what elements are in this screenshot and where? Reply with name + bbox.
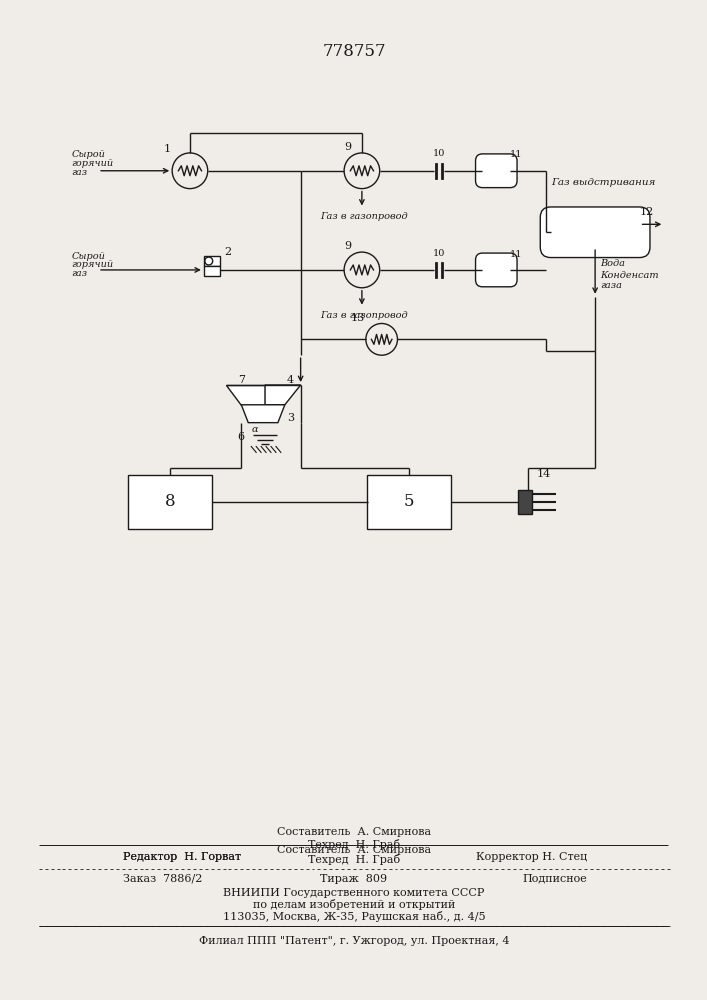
Text: 12: 12 <box>639 207 654 217</box>
FancyBboxPatch shape <box>476 154 517 188</box>
Text: Газ в газопровод: Газ в газопровод <box>320 212 408 221</box>
Text: 11: 11 <box>510 250 522 259</box>
Text: Вода: Вода <box>600 259 625 268</box>
Text: Составитель  А. Смирнова: Составитель А. Смирнова <box>277 827 431 837</box>
Text: Сырой: Сырой <box>71 252 105 261</box>
Text: горячий: горячий <box>71 159 114 168</box>
Text: 6: 6 <box>237 432 244 442</box>
Text: 3: 3 <box>287 413 294 423</box>
Text: 8: 8 <box>165 493 175 510</box>
Text: 13: 13 <box>351 313 365 323</box>
Text: α: α <box>252 425 259 434</box>
Text: Подписное: Подписное <box>522 874 588 884</box>
Bar <box>518 490 532 514</box>
Text: Газ выдстривания: Газ выдстривания <box>551 178 655 187</box>
Text: газ: газ <box>71 168 88 177</box>
Text: 5: 5 <box>404 493 414 510</box>
Text: 778757: 778757 <box>322 43 386 60</box>
Text: 10: 10 <box>433 149 445 158</box>
Text: Редактор  Н. Горват: Редактор Н. Горват <box>123 852 241 862</box>
Text: 9: 9 <box>344 241 351 251</box>
Text: Газ в газопровод: Газ в газопровод <box>320 311 408 320</box>
Text: 7: 7 <box>238 375 245 385</box>
Text: 9: 9 <box>344 142 351 152</box>
Text: Конденсат: Конденсат <box>600 271 659 280</box>
Text: Сырой: Сырой <box>71 150 105 159</box>
Text: Филиал ППП "Патент", г. Ужгород, ул. Проектная, 4: Филиал ППП "Патент", г. Ужгород, ул. Про… <box>199 936 509 946</box>
Text: 2: 2 <box>224 247 231 257</box>
Polygon shape <box>241 405 285 423</box>
Text: 1: 1 <box>163 144 171 154</box>
Text: по делам изобретений и открытий: по делам изобретений и открытий <box>253 899 455 910</box>
Bar <box>204 256 220 266</box>
Text: газ: газ <box>71 269 88 278</box>
Polygon shape <box>265 385 300 405</box>
Text: 113035, Москва, Ж-35, Раушская наб., д. 4/5: 113035, Москва, Ж-35, Раушская наб., д. … <box>223 911 485 922</box>
Text: 10: 10 <box>433 249 445 258</box>
Text: Редактор  Н. Горват: Редактор Н. Горват <box>123 852 241 862</box>
FancyBboxPatch shape <box>540 207 650 258</box>
Text: газа: газа <box>600 281 622 290</box>
Text: Техред  Н. Граб: Техред Н. Граб <box>308 854 400 865</box>
FancyBboxPatch shape <box>476 253 517 287</box>
Text: 11: 11 <box>510 150 522 159</box>
Text: Заказ  7886/2: Заказ 7886/2 <box>123 874 202 884</box>
Text: горячий: горячий <box>71 260 114 269</box>
Bar <box>368 475 451 529</box>
Text: Тираж  809: Тираж 809 <box>320 874 387 884</box>
Text: Составитель  А. Смирнова: Составитель А. Смирнова <box>277 845 431 855</box>
Polygon shape <box>226 385 265 405</box>
Text: Техред  Н. Граб: Техред Н. Граб <box>308 839 400 850</box>
Text: 4: 4 <box>287 375 294 385</box>
Text: 14: 14 <box>537 469 551 479</box>
Bar <box>204 266 220 276</box>
Bar <box>128 475 212 529</box>
Text: ВНИИПИ Государственного комитета СССР: ВНИИПИ Государственного комитета СССР <box>223 888 485 898</box>
Text: Корректор Н. Стец: Корректор Н. Стец <box>476 852 588 862</box>
